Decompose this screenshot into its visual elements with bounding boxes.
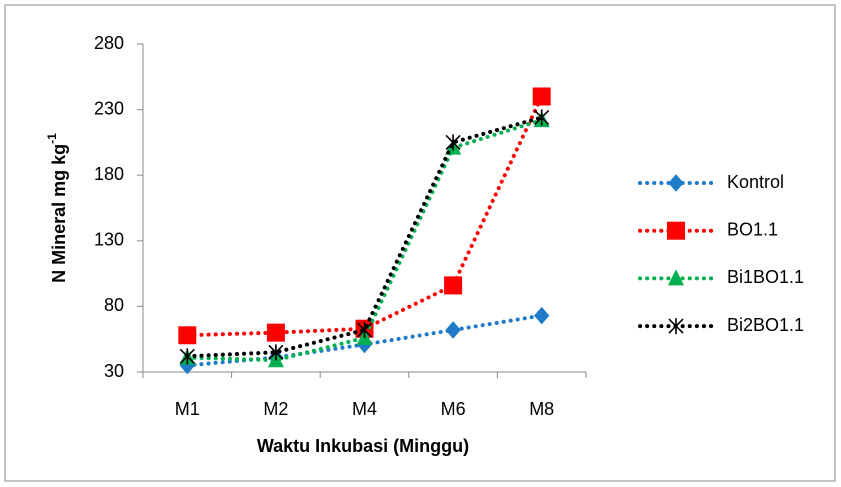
marker (444, 276, 463, 295)
y-tick-label: 130 (94, 230, 124, 250)
y-axis-label-main: N Mineral mg kg (49, 144, 69, 283)
x-tick-label: M6 (441, 399, 466, 419)
y-tick-label: 30 (104, 361, 124, 381)
x-tick-label: M8 (529, 399, 554, 419)
y-tick-label: 230 (94, 98, 124, 118)
legend-marker (667, 221, 685, 240)
legend-marker (668, 269, 684, 286)
x-tick-label: M4 (352, 399, 377, 419)
marker (445, 134, 461, 151)
marker (266, 323, 285, 342)
marker (179, 348, 195, 365)
legend-label: Bi1BO1.1 (727, 267, 804, 287)
y-axis-label-sup: -1 (45, 133, 59, 144)
marker (534, 109, 550, 126)
chart-frame (4, 4, 836, 482)
legend-label: Bi2BO1.1 (727, 315, 804, 335)
series-line (185, 115, 544, 359)
marker (445, 321, 461, 339)
marker (356, 322, 373, 339)
x-axis-label: Waktu Inkubasi (Minggu) (257, 436, 469, 456)
y-axis-label: N Mineral mg kg-1 (45, 133, 69, 283)
legend-marker (668, 318, 684, 335)
marker (534, 306, 550, 325)
y-tick-label: 180 (94, 164, 124, 184)
series-line (185, 118, 544, 363)
x-tick-label: M2 (263, 399, 288, 419)
legend-marker (668, 174, 684, 192)
x-tick-label: M1 (175, 399, 200, 419)
marker (268, 344, 284, 361)
y-tick-label: 80 (104, 295, 124, 315)
y-tick-label: 280 (94, 33, 124, 53)
marker (178, 326, 197, 345)
marker (532, 87, 551, 106)
legend-label: BO1.1 (727, 219, 778, 239)
legend-label: Kontrol (727, 172, 784, 192)
